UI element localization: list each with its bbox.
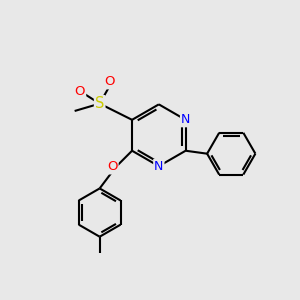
Text: O: O bbox=[105, 75, 115, 88]
Text: N: N bbox=[181, 113, 190, 126]
Text: S: S bbox=[95, 96, 104, 111]
Text: N: N bbox=[154, 160, 164, 173]
Text: O: O bbox=[75, 85, 85, 98]
Text: O: O bbox=[107, 160, 118, 173]
